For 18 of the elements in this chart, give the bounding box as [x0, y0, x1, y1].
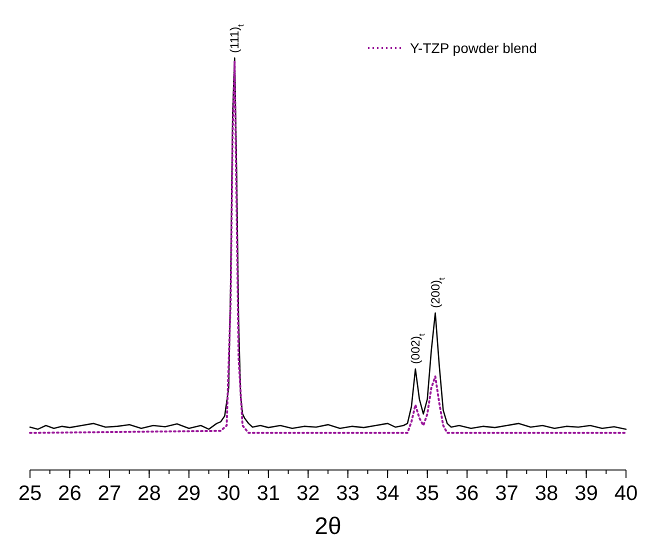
x-axis-title: 2θ [314, 513, 342, 540]
x-tick-label: 26 [58, 482, 82, 505]
x-tick-label: 33 [336, 482, 360, 505]
x-tick-label: 39 [574, 482, 598, 505]
x-tick-label: 25 [18, 482, 42, 505]
legend-label: Y-TZP powder blend [410, 40, 537, 56]
x-tick-label: 36 [455, 482, 479, 505]
x-tick-label: 31 [256, 482, 280, 505]
x-tick-label: 32 [296, 482, 320, 505]
x-tick-label: 35 [416, 482, 440, 505]
x-tick-label: 34 [376, 482, 400, 505]
x-tick-label: 38 [534, 482, 558, 505]
x-tick-label: 27 [98, 482, 122, 505]
x-tick-label: 40 [614, 482, 638, 505]
x-tick-label: 37 [495, 482, 518, 505]
x-tick-label: 29 [177, 482, 201, 505]
x-tick-label: 30 [216, 482, 240, 505]
x-tick-label: 28 [138, 482, 161, 505]
